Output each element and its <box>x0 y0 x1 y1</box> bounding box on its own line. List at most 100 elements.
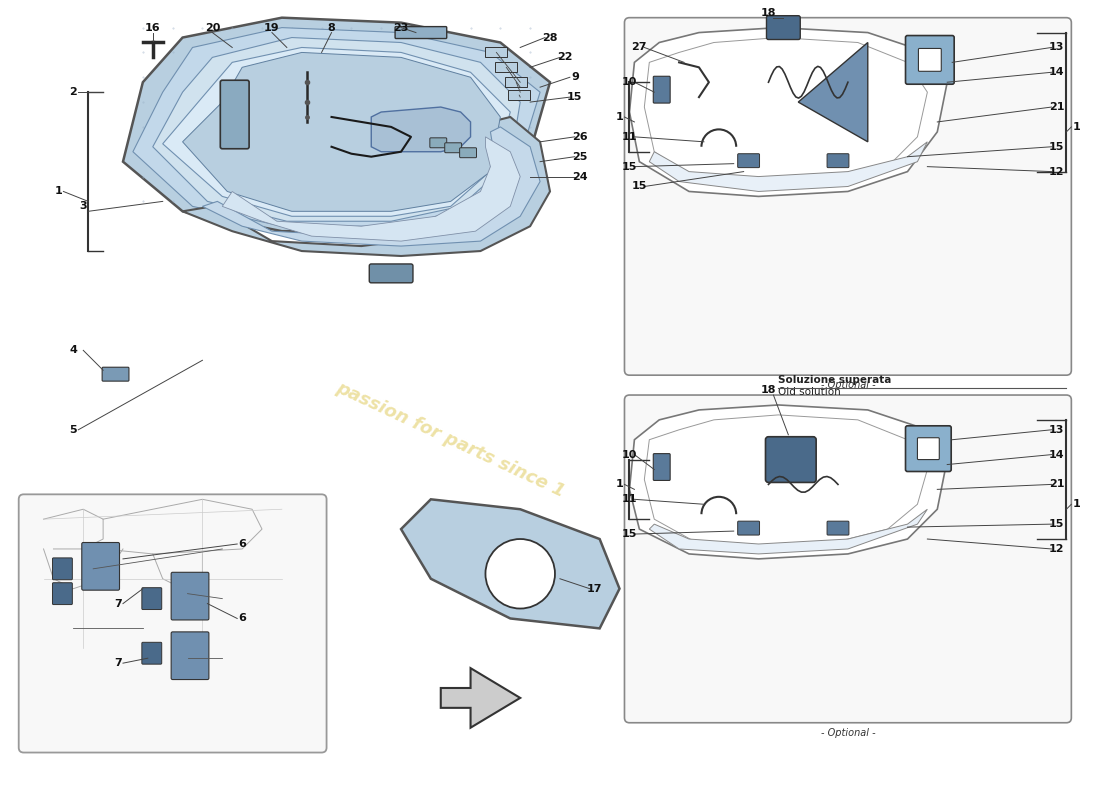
Polygon shape <box>645 38 927 186</box>
FancyBboxPatch shape <box>827 521 849 535</box>
Text: 7: 7 <box>114 598 122 609</box>
Text: 23: 23 <box>394 22 409 33</box>
Text: Old solution: Old solution <box>779 387 842 397</box>
FancyBboxPatch shape <box>430 138 447 148</box>
FancyBboxPatch shape <box>102 367 129 381</box>
Text: 21: 21 <box>1048 102 1064 112</box>
Text: 22: 22 <box>557 52 573 62</box>
Polygon shape <box>629 28 947 197</box>
Text: 12: 12 <box>1048 544 1064 554</box>
FancyBboxPatch shape <box>905 426 952 471</box>
Bar <box>508 90 530 100</box>
Text: 1: 1 <box>616 112 624 122</box>
Polygon shape <box>133 28 540 226</box>
Text: 25: 25 <box>572 152 587 162</box>
Bar <box>485 47 507 58</box>
Text: 18: 18 <box>761 385 777 395</box>
FancyBboxPatch shape <box>172 572 209 620</box>
Text: - Optional -: - Optional - <box>821 380 876 390</box>
FancyBboxPatch shape <box>653 76 670 103</box>
FancyBboxPatch shape <box>142 588 162 610</box>
FancyBboxPatch shape <box>905 35 954 84</box>
FancyBboxPatch shape <box>370 264 412 283</box>
Text: passion for parts since 1: passion for parts since 1 <box>333 378 568 501</box>
FancyBboxPatch shape <box>738 521 759 535</box>
Polygon shape <box>649 142 927 191</box>
FancyBboxPatch shape <box>767 16 801 39</box>
Polygon shape <box>402 499 619 629</box>
Text: 13: 13 <box>1048 42 1064 53</box>
FancyBboxPatch shape <box>738 154 759 168</box>
Polygon shape <box>441 668 520 728</box>
Text: 1: 1 <box>616 479 624 490</box>
Text: 14: 14 <box>1048 450 1065 460</box>
FancyBboxPatch shape <box>653 454 670 481</box>
FancyBboxPatch shape <box>395 26 447 38</box>
Polygon shape <box>183 53 501 211</box>
FancyBboxPatch shape <box>172 632 209 679</box>
Text: 17: 17 <box>587 584 603 594</box>
Polygon shape <box>153 38 520 222</box>
Polygon shape <box>645 415 927 549</box>
Text: 14: 14 <box>1048 67 1065 78</box>
Text: 16: 16 <box>145 22 161 33</box>
Text: 10: 10 <box>621 450 637 460</box>
FancyBboxPatch shape <box>444 142 462 153</box>
Text: 27: 27 <box>631 42 647 53</box>
Text: 15: 15 <box>1048 519 1064 529</box>
FancyBboxPatch shape <box>766 437 816 482</box>
Text: 10: 10 <box>621 78 637 87</box>
Text: - Optional -: - Optional - <box>821 728 876 738</box>
FancyBboxPatch shape <box>625 18 1071 375</box>
Text: 9: 9 <box>571 72 579 82</box>
FancyBboxPatch shape <box>460 148 476 158</box>
FancyBboxPatch shape <box>19 494 327 753</box>
Text: 3: 3 <box>79 202 87 211</box>
Text: 20: 20 <box>205 22 220 33</box>
Polygon shape <box>649 510 927 554</box>
Bar <box>505 78 527 87</box>
Text: 1: 1 <box>1072 499 1080 510</box>
FancyBboxPatch shape <box>918 49 942 71</box>
Text: 2: 2 <box>69 87 77 97</box>
Circle shape <box>485 539 556 609</box>
Polygon shape <box>629 405 947 559</box>
FancyBboxPatch shape <box>142 642 162 664</box>
Text: 12: 12 <box>1048 166 1064 177</box>
FancyBboxPatch shape <box>625 395 1071 722</box>
FancyBboxPatch shape <box>81 542 120 590</box>
Text: 15: 15 <box>631 182 647 191</box>
Text: 11: 11 <box>621 494 637 504</box>
Text: 1: 1 <box>55 186 63 197</box>
FancyBboxPatch shape <box>827 154 849 168</box>
FancyBboxPatch shape <box>53 558 73 580</box>
Polygon shape <box>372 107 471 152</box>
Text: 6: 6 <box>239 614 246 623</box>
Text: 4: 4 <box>69 346 77 355</box>
FancyBboxPatch shape <box>917 438 939 459</box>
Text: 5: 5 <box>69 425 77 434</box>
Text: 24: 24 <box>572 171 587 182</box>
Bar <box>495 62 517 72</box>
Polygon shape <box>202 127 540 246</box>
Text: 19: 19 <box>264 22 279 33</box>
Text: 8: 8 <box>328 22 336 33</box>
Text: 26: 26 <box>572 132 587 142</box>
Text: 6: 6 <box>239 539 246 549</box>
Polygon shape <box>799 42 868 142</box>
FancyBboxPatch shape <box>53 582 73 605</box>
Text: 15: 15 <box>568 92 583 102</box>
Text: 13: 13 <box>1048 425 1064 434</box>
Polygon shape <box>123 18 550 231</box>
Text: 15: 15 <box>621 162 637 172</box>
Text: 7: 7 <box>114 658 122 668</box>
Text: Soluzione superata: Soluzione superata <box>779 375 892 385</box>
Text: 28: 28 <box>542 33 558 42</box>
Text: 11: 11 <box>621 132 637 142</box>
Polygon shape <box>222 137 520 241</box>
Text: 1: 1 <box>1072 122 1080 132</box>
Text: 15: 15 <box>621 529 637 539</box>
Text: 18: 18 <box>761 8 777 18</box>
Polygon shape <box>183 117 550 256</box>
Text: 15: 15 <box>1048 142 1064 152</box>
